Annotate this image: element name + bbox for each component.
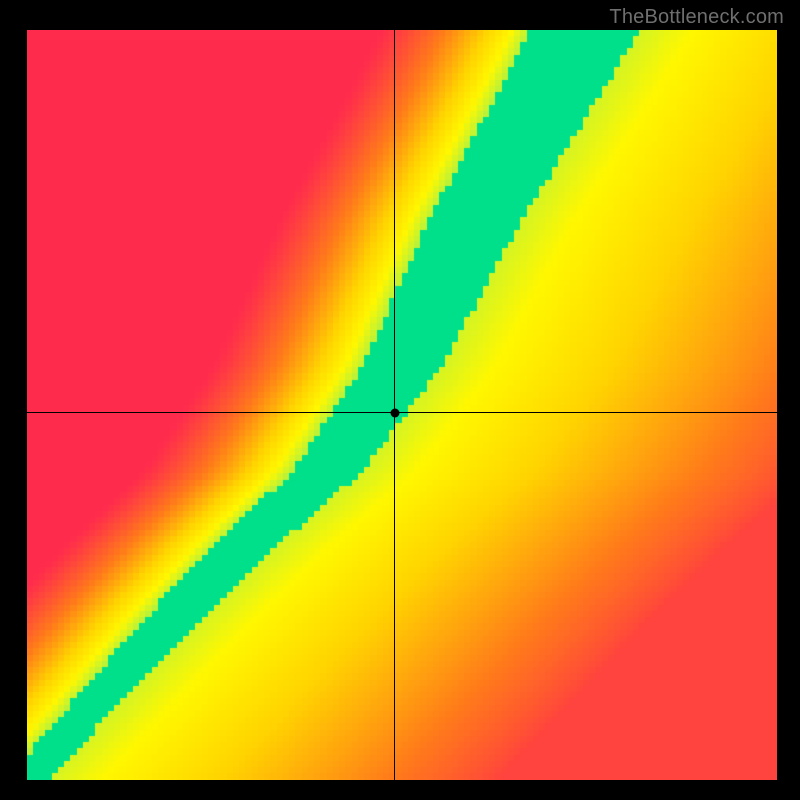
heatmap-plot-area <box>27 30 777 780</box>
crosshair-vertical <box>394 30 395 780</box>
watermark-text: TheBottleneck.com <box>609 6 784 29</box>
crosshair-horizontal <box>27 412 777 413</box>
heatmap-canvas <box>27 30 777 780</box>
crosshair-dot <box>390 408 399 417</box>
